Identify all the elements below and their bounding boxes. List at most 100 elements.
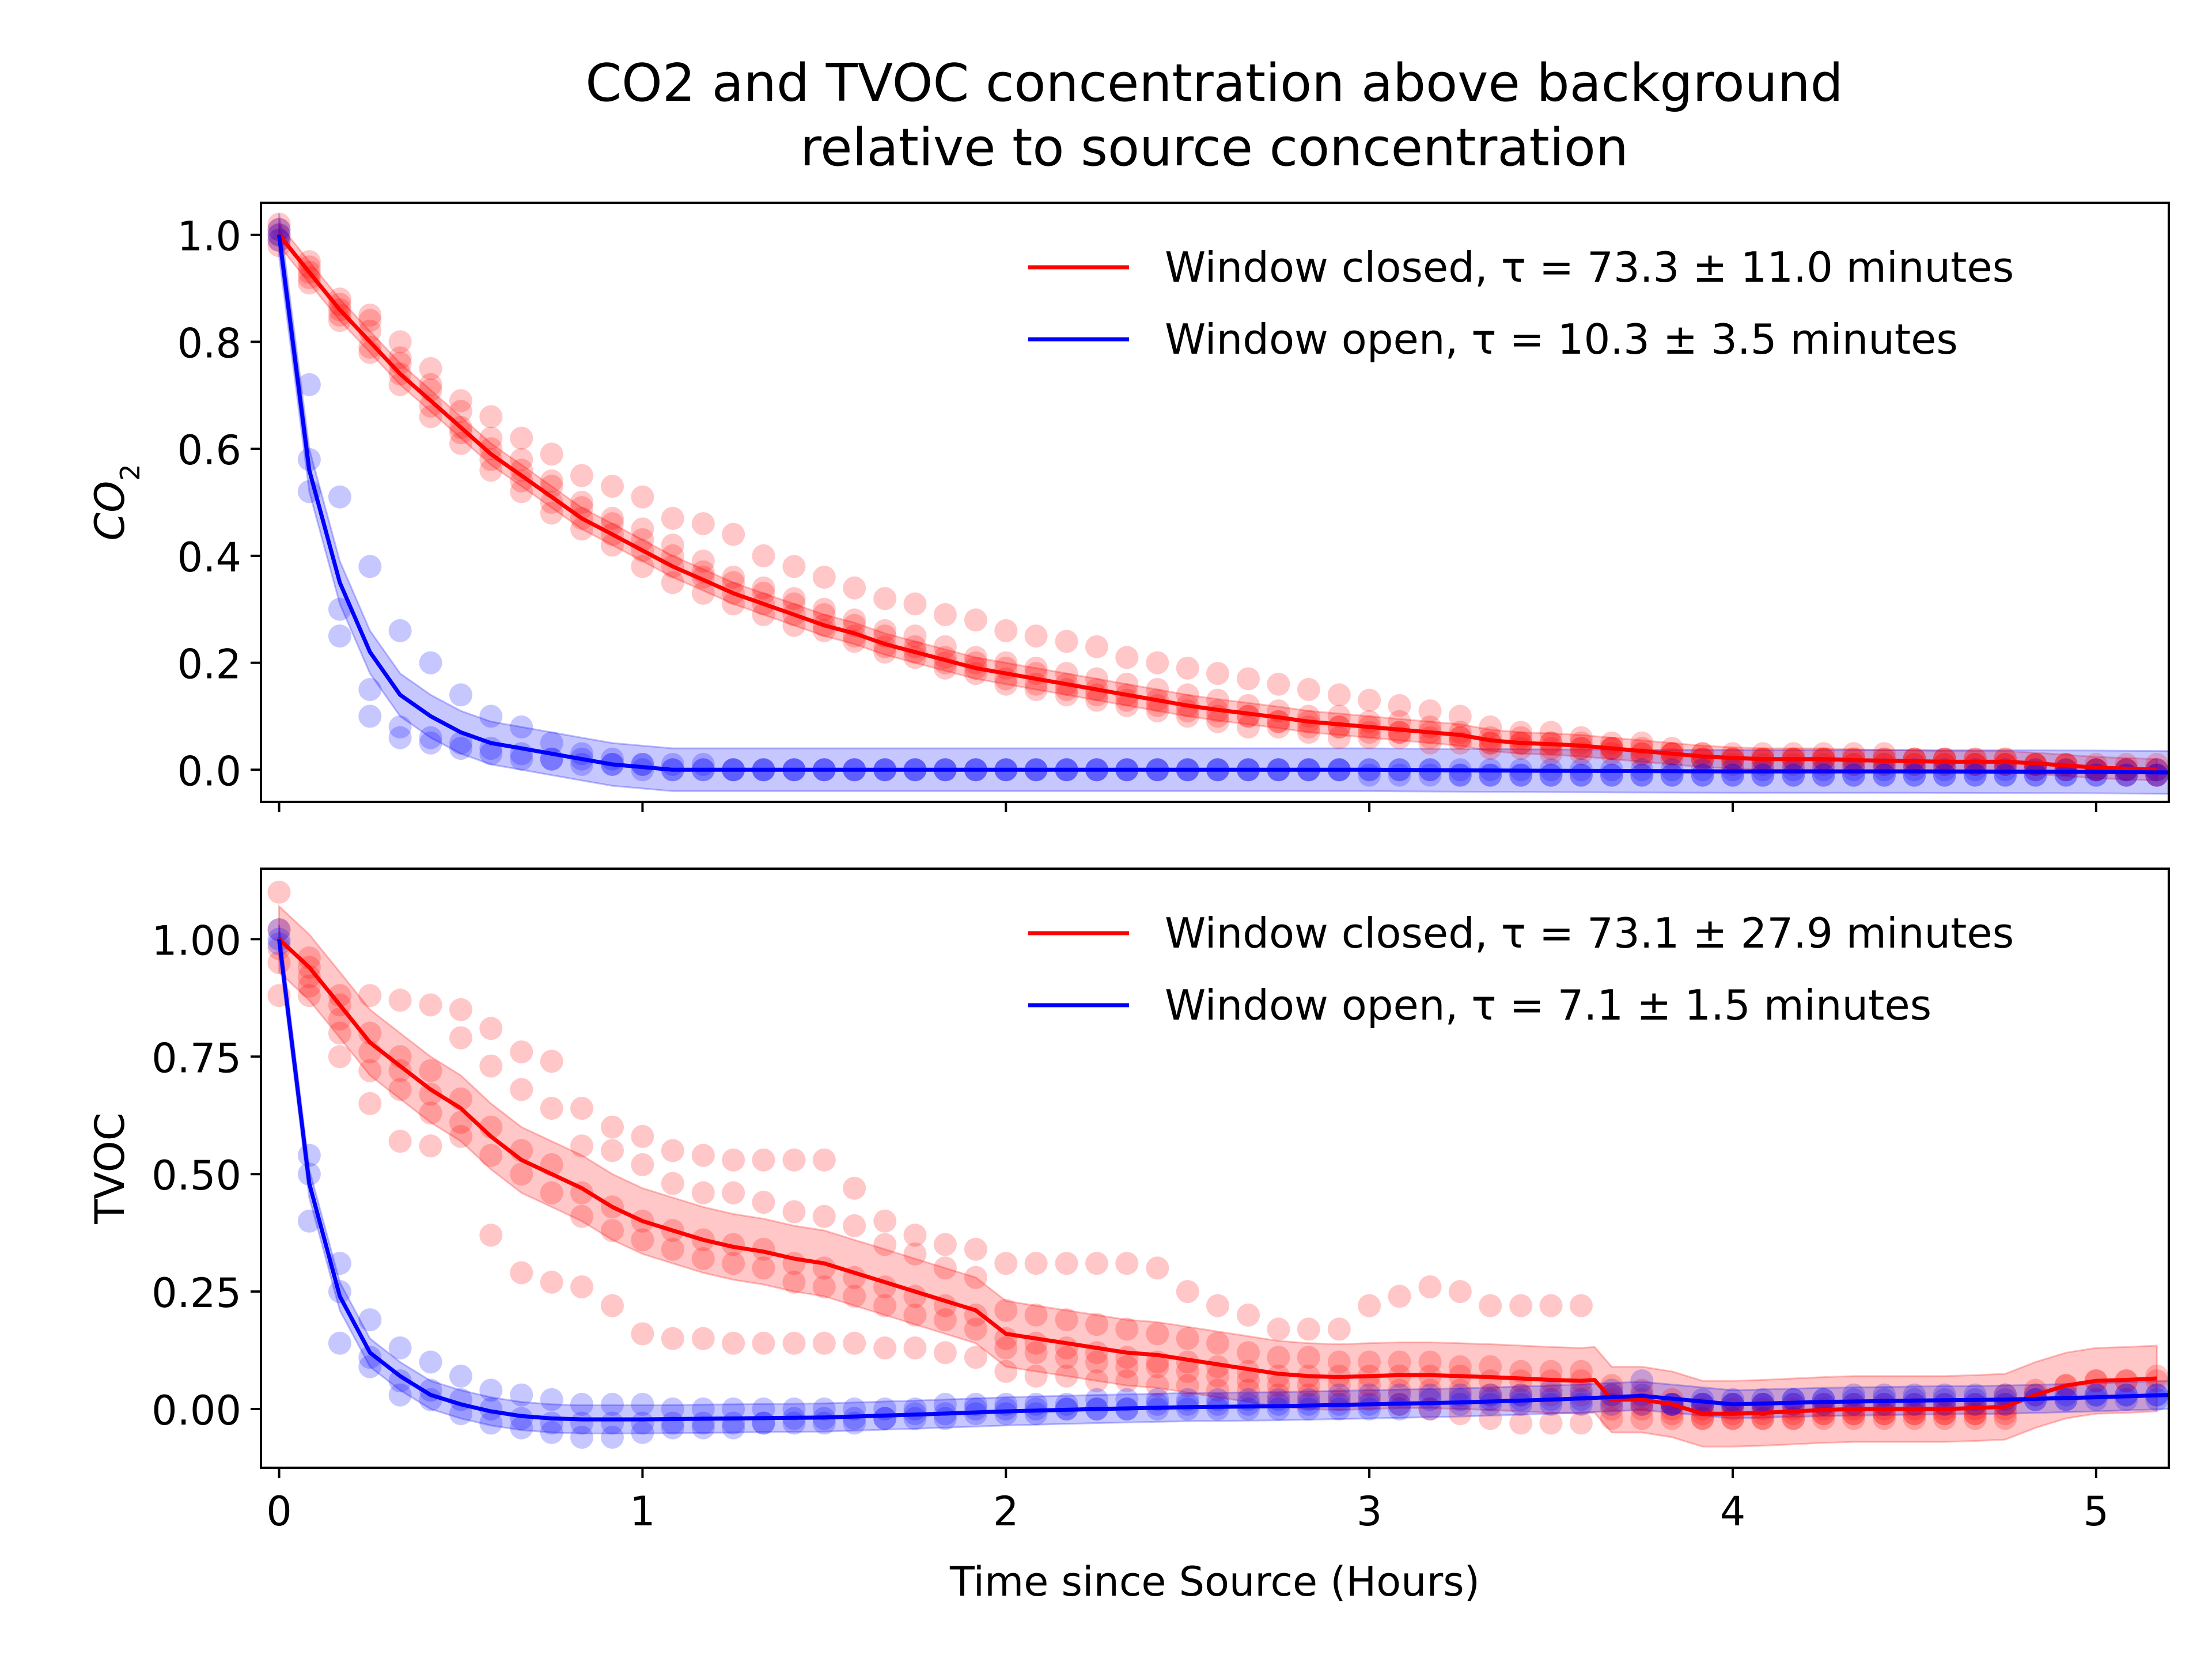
- closed-data-point: [1448, 721, 1472, 744]
- closed-data-point: [994, 1252, 1018, 1275]
- open-data-point: [1873, 763, 1896, 787]
- open-data-point: [1267, 1397, 1290, 1421]
- open-data-point: [1418, 763, 1442, 787]
- open-data-point: [1479, 763, 1502, 787]
- open-data-point: [1206, 1392, 1229, 1416]
- closed-data-point: [1055, 662, 1078, 685]
- y-tick-label: 0.00: [151, 1387, 241, 1434]
- closed-data-point: [1085, 635, 1108, 658]
- open-data-point: [328, 624, 351, 648]
- closed-data-point: [994, 1359, 1018, 1383]
- closed-data-point: [449, 421, 472, 445]
- closed-data-point: [267, 213, 291, 236]
- open-data-point: [1539, 1378, 1563, 1402]
- open-data-point: [358, 1355, 382, 1378]
- open-data-point: [388, 1383, 412, 1407]
- closed-data-point: [540, 1181, 563, 1205]
- closed-data-point: [510, 459, 533, 482]
- open-data-point: [964, 1392, 987, 1416]
- closed-data-point: [812, 1205, 836, 1228]
- closed-data-point: [1055, 1308, 1078, 1332]
- open-data-point: [479, 1397, 503, 1421]
- closed-data-point: [1963, 747, 1987, 771]
- closed-data-point: [510, 448, 533, 471]
- closed-data-point: [1327, 726, 1351, 749]
- open-data-point: [1630, 763, 1654, 787]
- open-data-point: [1842, 1392, 1865, 1416]
- open-data-point: [1812, 1388, 1835, 1411]
- closed-data-point: [691, 550, 715, 573]
- closed-data-point: [782, 1270, 806, 1294]
- closed-data-point: [722, 1331, 745, 1355]
- closed-data-point: [1539, 742, 1563, 766]
- x-tick-label: 3: [1357, 1488, 1382, 1535]
- open-data-point: [1569, 763, 1593, 787]
- open-data-point: [873, 1407, 897, 1430]
- closed-data-point: [964, 646, 987, 669]
- closed-data-point: [1267, 672, 1290, 696]
- closed-data-point: [964, 1317, 987, 1341]
- closed-data-point: [994, 651, 1018, 675]
- closed-data-point: [1327, 1350, 1351, 1374]
- closed-data-point: [631, 1153, 654, 1176]
- closed-data-point: [510, 469, 533, 493]
- closed-data-point: [1146, 1374, 1169, 1397]
- open-data-point: [2054, 763, 2078, 787]
- closed-data-point: [843, 1176, 866, 1200]
- closed-data-point: [1388, 721, 1411, 744]
- open-data-point: [479, 704, 503, 728]
- closed-data-point: [873, 1294, 897, 1317]
- closed-data-point: [358, 304, 382, 327]
- open-data-point: [2145, 763, 2169, 787]
- open-data-point: [722, 1397, 745, 1421]
- closed-data-point: [1024, 1364, 1048, 1388]
- closed-data-point: [297, 984, 321, 1007]
- open-data-point: [449, 1402, 472, 1426]
- closed-data-point: [752, 1256, 775, 1280]
- open-data-point: [631, 1392, 654, 1416]
- closed-data-point: [510, 1261, 533, 1285]
- closed-data-point: [388, 1130, 412, 1153]
- closed-data-point: [479, 1017, 503, 1040]
- closed-data-point: [631, 1124, 654, 1148]
- closed-data-point: [994, 1298, 1018, 1322]
- open-data-point: [601, 1426, 624, 1449]
- closed-data-point: [873, 619, 897, 642]
- closed-data-point: [1267, 1346, 1290, 1369]
- closed-data-point: [1448, 1402, 1472, 1426]
- closed-data-point: [1297, 1374, 1320, 1397]
- closed-data-point: [812, 1275, 836, 1298]
- closed-data-point: [328, 984, 351, 1007]
- open-data-point: [570, 1426, 593, 1449]
- closed-mean-line: [277, 233, 2157, 772]
- closed-data-point: [1630, 1397, 1654, 1421]
- closed-data-point: [722, 1233, 745, 1256]
- closed-data-point: [388, 346, 412, 370]
- open-data-point: [388, 726, 412, 749]
- open-data-point: [631, 1421, 654, 1444]
- closed-data-point: [1691, 747, 1714, 771]
- closed-data-point: [328, 304, 351, 327]
- closed-data-point: [1569, 731, 1593, 755]
- closed-data-point: [1327, 1317, 1351, 1341]
- closed-data-point: [752, 1148, 775, 1172]
- closed-data-point: [1569, 1383, 1593, 1407]
- open-data-point: [358, 1346, 382, 1369]
- closed-data-point: [1448, 1378, 1472, 1402]
- open-data-point: [479, 1411, 503, 1435]
- closed-data-point: [449, 431, 472, 455]
- closed-data-point: [691, 1247, 715, 1270]
- closed-data-point: [631, 485, 654, 509]
- closed-data-point: [479, 1224, 503, 1247]
- closed-data-point: [419, 1101, 442, 1125]
- open-data-point: [1297, 1397, 1320, 1421]
- open-data-point: [1146, 1388, 1169, 1411]
- closed-data-point: [1812, 1407, 1835, 1430]
- open-data-point: [2084, 1383, 2108, 1407]
- open-data-point: [419, 1388, 442, 1411]
- closed-data-point: [449, 1124, 472, 1148]
- y-tick-label: 0.2: [177, 641, 241, 688]
- open-data-point: [1903, 763, 1926, 787]
- closed-data-point: [510, 1040, 533, 1064]
